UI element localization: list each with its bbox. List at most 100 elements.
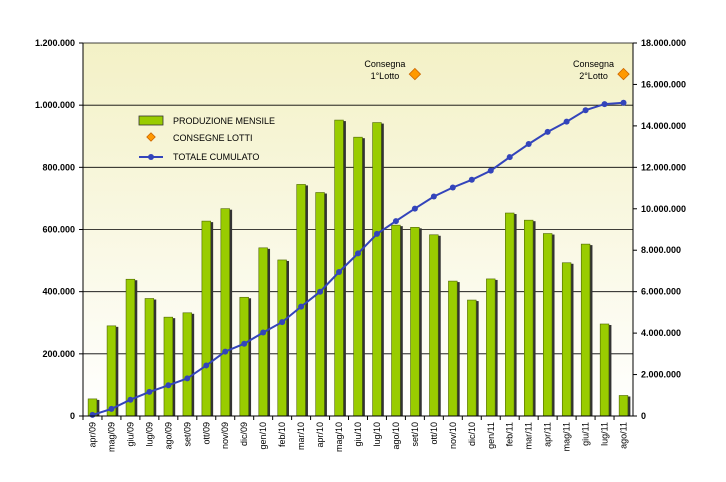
x-tick-label: nov/10 — [448, 422, 458, 449]
cumulative-point — [355, 250, 361, 257]
cumulative-point — [89, 411, 96, 418]
x-tick-label: ago/09 — [163, 422, 173, 450]
x-tick-label: dic/09 — [239, 422, 249, 446]
bar — [448, 280, 458, 417]
x-tick-label: mag/11 — [562, 422, 572, 451]
x-tick-label: ago/11 — [619, 422, 629, 449]
bar — [505, 212, 515, 417]
y-right-tick-label: 10.000.000 — [641, 204, 686, 214]
annotation-label: Consegna — [364, 59, 405, 69]
x-tick-label: giu/09 — [125, 422, 135, 447]
y-left-tick-label: 800.000 — [42, 162, 75, 172]
cumulative-point — [241, 340, 248, 347]
y-left-tick-label: 200.000 — [42, 349, 75, 359]
x-tick-label: lug/11 — [600, 422, 610, 446]
cumulative-point — [392, 218, 399, 225]
bar — [353, 136, 363, 417]
bar — [315, 192, 325, 417]
cumulative-point — [468, 176, 475, 183]
cumulative-point — [279, 319, 286, 326]
x-tick-label: giu/11 — [581, 422, 591, 446]
y-right-tick-label: 16.000.000 — [641, 79, 686, 89]
cumulative-point — [601, 101, 608, 108]
cumulative-point — [544, 128, 551, 135]
bar — [182, 312, 192, 417]
bar — [580, 243, 591, 417]
cumulative-point — [165, 382, 172, 389]
x-tick-label: feb/10 — [277, 422, 287, 447]
legend-line-dot — [148, 154, 154, 160]
cumulative-point — [260, 329, 267, 336]
x-tick-label: mar/11 — [524, 422, 534, 449]
legend-bar-swatch — [138, 115, 164, 126]
annotation-label: 2°Lotto — [579, 71, 608, 81]
cumulative-point — [525, 141, 532, 148]
x-tick-label: mag/10 — [334, 422, 344, 452]
x-tick-label: ott/10 — [429, 422, 439, 445]
x-tick-label: apr/10 — [315, 422, 325, 448]
bar — [125, 278, 136, 417]
y-left-tick-label: 600.000 — [42, 225, 75, 235]
cumulative-point — [411, 205, 418, 212]
cumulative-point — [108, 405, 115, 412]
bar — [618, 395, 629, 417]
x-tick-label: ott/09 — [201, 422, 211, 445]
legend-label-bars: PRODUZIONE MENSILE — [173, 116, 275, 126]
bar — [372, 122, 382, 417]
x-tick-label: nov/09 — [220, 422, 230, 449]
legend-label-line: TOTALE CUMULATO — [173, 152, 259, 162]
x-tick-label: gen/10 — [258, 422, 268, 450]
cumulative-point — [127, 396, 134, 403]
delivery-marker — [408, 67, 422, 81]
cumulative-point — [506, 154, 513, 161]
x-tick-label: apr/11 — [543, 422, 553, 447]
cumulative-point — [373, 230, 380, 237]
annotation-label: 1°Lotto — [371, 71, 400, 81]
cumulative-point — [449, 184, 456, 191]
cumulative-point — [222, 348, 229, 355]
cumulative-point — [430, 193, 437, 200]
y-right-tick-label: 18.000.000 — [641, 38, 686, 48]
x-tick-label: apr/09 — [87, 422, 97, 448]
y-left-tick-label: 0 — [70, 411, 75, 421]
legend: PRODUZIONE MENSILE CONSEGNE LOTTI TOTALE… — [138, 115, 275, 162]
bar — [467, 299, 477, 417]
bar — [239, 296, 249, 417]
bar — [106, 325, 117, 417]
x-tick-label: mag/09 — [106, 422, 116, 452]
y-left-tick-label: 1.200.000 — [35, 38, 75, 48]
y-right-tick-label: 4.000.000 — [641, 328, 681, 338]
legend-marker-swatch — [146, 132, 156, 142]
y-right-tick-label: 14.000.000 — [641, 121, 686, 131]
bar — [429, 234, 439, 417]
y-right-tick-label: 6.000.000 — [641, 287, 681, 297]
x-tick-label: lug/09 — [144, 422, 154, 447]
bar — [163, 316, 174, 417]
cumulative-point — [582, 107, 589, 114]
bar — [599, 323, 610, 417]
bar — [201, 220, 211, 417]
x-tick-label: set/09 — [182, 422, 192, 447]
bar — [486, 278, 496, 417]
cumulative-point — [184, 375, 191, 382]
y-right-tick-label: 8.000.000 — [641, 245, 681, 255]
x-tick-label: feb/11 — [505, 422, 515, 446]
y-right-tick-label: 2.000.000 — [641, 370, 681, 380]
cumulative-point — [620, 99, 627, 106]
y-right-tick-label: 0 — [641, 411, 646, 421]
bar — [296, 184, 306, 417]
cumulative-point — [336, 269, 343, 276]
bar — [561, 262, 572, 417]
x-tick-label: gen/11 — [486, 422, 496, 449]
cumulative-point — [298, 303, 305, 310]
x-tick-label: set/10 — [410, 422, 420, 447]
delivery-marker — [617, 67, 630, 81]
bar — [144, 298, 155, 417]
cumulative-point — [563, 118, 570, 125]
x-tick-label: dic/10 — [467, 422, 477, 446]
bar — [524, 219, 534, 417]
y-left-tick-label: 1.000.000 — [35, 100, 75, 110]
bar — [410, 227, 420, 417]
x-tick-label: lug/10 — [372, 422, 382, 447]
